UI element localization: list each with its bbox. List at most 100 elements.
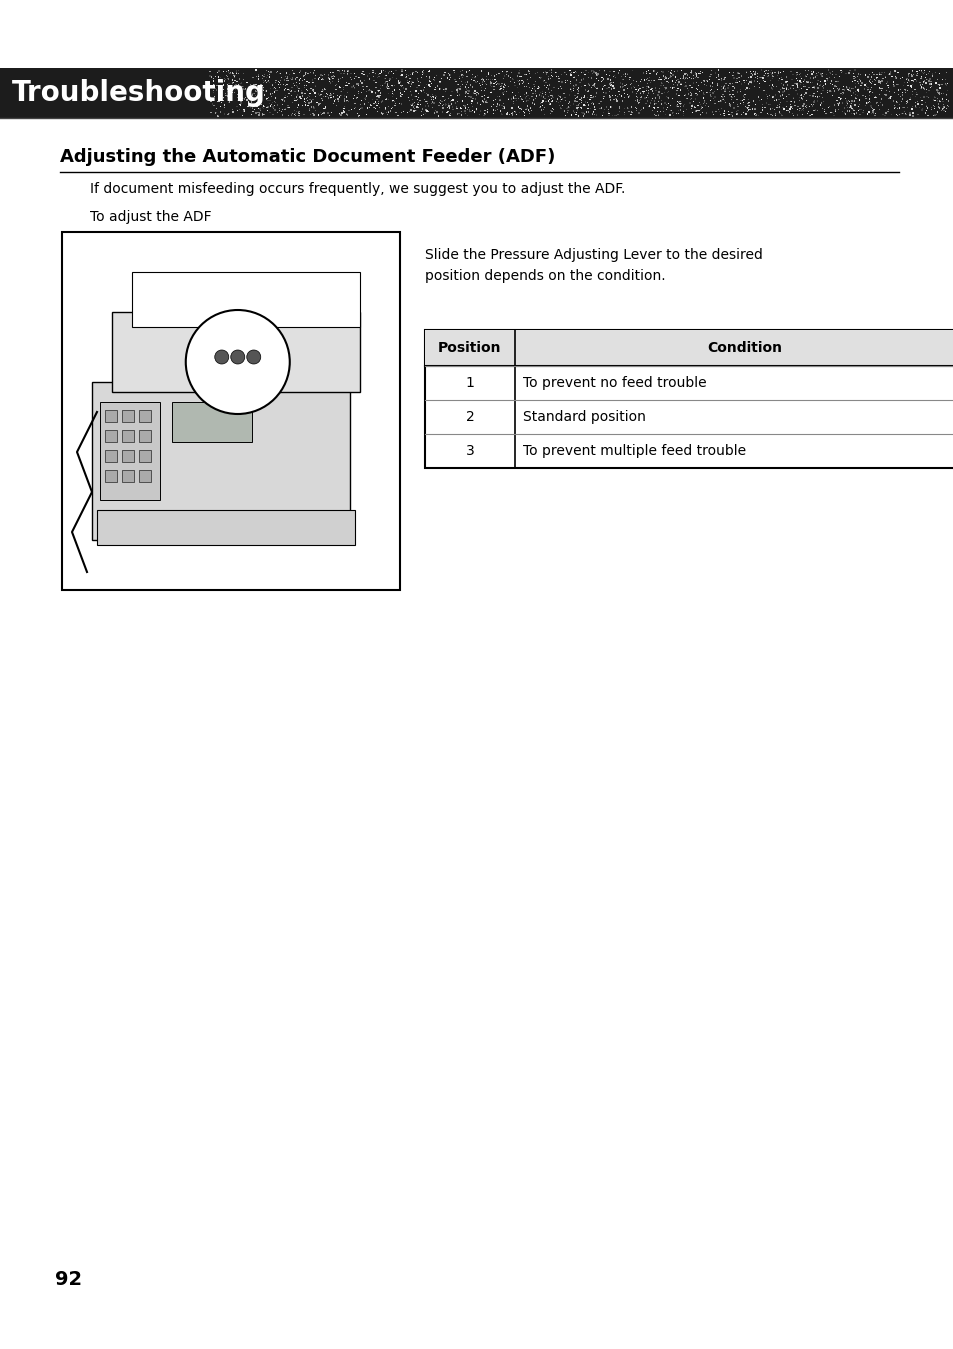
Point [632, 89, 647, 111]
Point [882, 63, 897, 85]
Point [709, 73, 724, 94]
Point [370, 85, 385, 107]
Point [275, 74, 291, 96]
Point [721, 93, 737, 115]
Point [832, 88, 847, 109]
Point [219, 61, 234, 82]
Point [460, 77, 476, 98]
Point [293, 88, 308, 109]
Point [405, 89, 420, 111]
Point [402, 67, 417, 89]
Point [532, 66, 547, 88]
Point [714, 67, 729, 89]
Point [845, 63, 861, 85]
FancyBboxPatch shape [105, 469, 117, 482]
Point [720, 74, 736, 96]
Point [476, 103, 492, 124]
Point [216, 94, 232, 116]
Point [573, 97, 588, 119]
Point [386, 80, 401, 101]
Point [754, 97, 769, 119]
Point [299, 90, 314, 112]
Point [528, 85, 543, 107]
Point [355, 80, 371, 101]
Point [687, 100, 702, 121]
Point [691, 81, 706, 103]
Point [575, 101, 590, 123]
Point [679, 67, 695, 89]
Point [268, 70, 283, 92]
Point [621, 66, 637, 88]
Point [504, 81, 519, 103]
Point [384, 90, 399, 112]
Point [640, 96, 656, 117]
Point [286, 62, 301, 84]
Point [313, 65, 328, 86]
Point [663, 59, 679, 81]
Point [824, 85, 840, 107]
Point [209, 103, 224, 124]
Point [730, 100, 745, 121]
Point [903, 84, 919, 105]
Point [558, 71, 573, 93]
Point [638, 86, 653, 108]
Point [548, 62, 563, 84]
Point [514, 89, 529, 111]
Point [378, 89, 394, 111]
Point [882, 61, 898, 82]
Point [563, 65, 578, 86]
Point [882, 104, 898, 125]
Point [799, 103, 814, 124]
Point [346, 76, 361, 97]
Point [650, 104, 665, 125]
Point [600, 103, 616, 124]
Point [647, 88, 662, 109]
Point [641, 96, 657, 117]
Point [846, 59, 862, 81]
Point [585, 61, 600, 82]
Point [841, 90, 856, 112]
Point [577, 104, 592, 125]
Point [640, 70, 656, 92]
Point [716, 89, 731, 111]
Point [680, 84, 696, 105]
Point [251, 97, 266, 119]
Point [536, 74, 551, 96]
Point [589, 65, 604, 86]
Point [532, 97, 547, 119]
Point [799, 63, 814, 85]
Point [773, 73, 788, 94]
Point [895, 76, 910, 97]
Point [225, 69, 240, 90]
Point [672, 93, 687, 115]
Point [842, 80, 858, 101]
Text: 2: 2 [465, 410, 474, 424]
Point [796, 74, 811, 96]
Point [894, 97, 909, 119]
Point [846, 94, 862, 116]
Point [882, 88, 897, 109]
Point [474, 69, 489, 90]
Point [678, 67, 693, 89]
Point [819, 82, 834, 104]
Point [255, 77, 271, 98]
Point [276, 78, 292, 100]
Point [617, 86, 632, 108]
Point [535, 82, 550, 104]
Point [286, 63, 301, 85]
Point [793, 84, 808, 105]
Point [849, 85, 864, 107]
Point [531, 97, 546, 119]
Point [862, 81, 877, 103]
Point [325, 70, 340, 92]
Point [900, 69, 915, 90]
Point [229, 61, 244, 82]
Point [566, 62, 581, 84]
Point [731, 66, 746, 88]
Point [494, 94, 509, 116]
Point [617, 76, 632, 97]
Point [906, 69, 922, 90]
Point [210, 62, 225, 84]
Point [862, 92, 878, 113]
Point [674, 93, 689, 115]
